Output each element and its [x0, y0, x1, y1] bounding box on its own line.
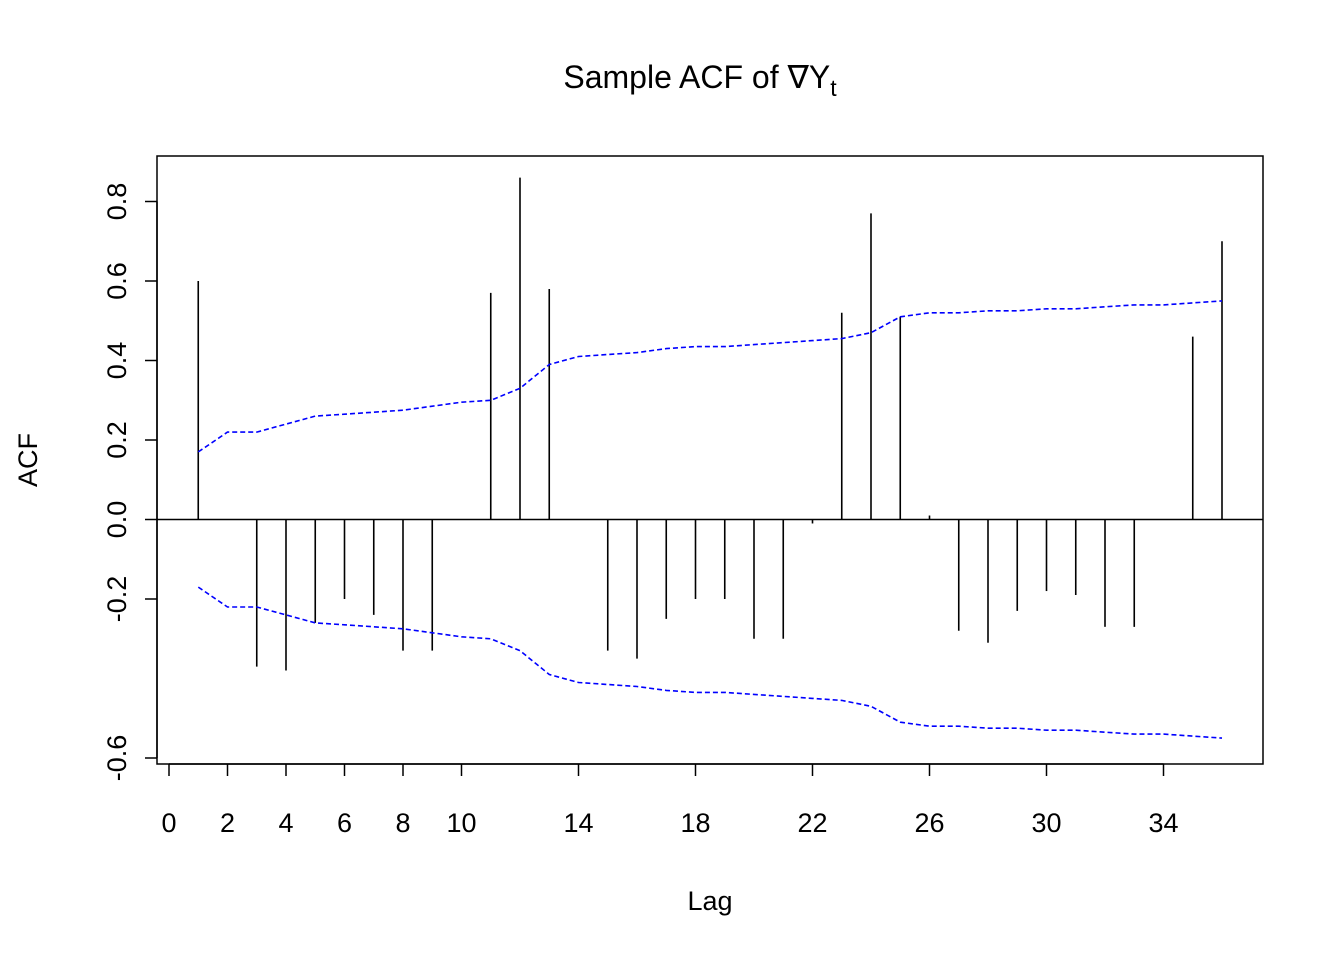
chart-title-subscript: t	[830, 75, 837, 101]
y-tick-label: -0.6	[102, 735, 132, 782]
y-tick-label: 0.0	[102, 501, 132, 539]
x-tick-label: 34	[1148, 808, 1178, 838]
y-tick-label: 0.6	[102, 262, 132, 300]
x-tick-label: 8	[395, 808, 410, 838]
x-tick-label: 14	[563, 808, 593, 838]
acf-bars	[197, 177, 1223, 671]
y-tick-label: 0.4	[102, 342, 132, 380]
y-axis-label: ACF	[13, 433, 43, 487]
x-tick-label: 6	[337, 808, 352, 838]
y-tick-label: 0.2	[102, 421, 132, 459]
confidence-band-lower	[197, 586, 1223, 739]
x-tick-label: 22	[797, 808, 827, 838]
x-tick-label: 18	[680, 808, 710, 838]
y-tick-label: 0.8	[102, 183, 132, 221]
plot-frame	[156, 155, 1264, 765]
x-tick-label: 0	[161, 808, 176, 838]
x-tick-label: 2	[220, 808, 235, 838]
y-tick-label: -0.2	[102, 576, 132, 623]
confidence-band-upper	[197, 300, 1223, 453]
x-axis-label: Lag	[687, 886, 732, 916]
x-tick-label: 26	[914, 808, 944, 838]
x-tick-label: 30	[1031, 808, 1061, 838]
x-axis: 0 2 4 6 8 10 14 18 22 26 30 34	[161, 763, 1179, 838]
chart-title: Sample ACF of ∇Yt	[563, 59, 837, 101]
chart-title-main: Sample ACF of ∇Y	[563, 59, 830, 95]
y-axis: -0.6 -0.2 0.0 0.2 0.4 0.6 0.8	[102, 183, 158, 782]
x-tick-label: 4	[278, 808, 293, 838]
x-tick-label: 10	[446, 808, 476, 838]
